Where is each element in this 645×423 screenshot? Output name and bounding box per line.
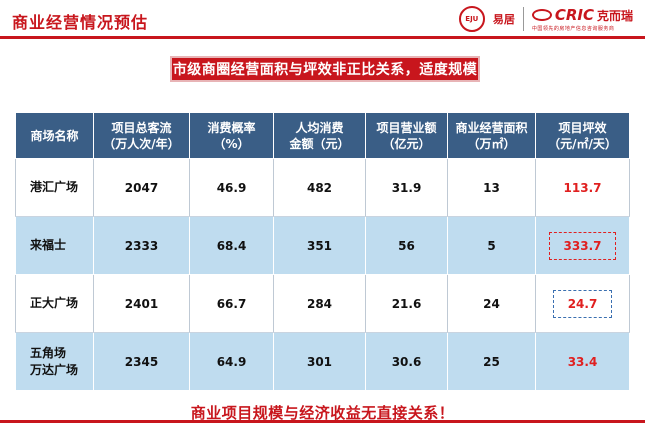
column-header: 项目营业额 （亿元） bbox=[365, 112, 448, 159]
mall-name-line: 港汇广场 bbox=[30, 180, 79, 194]
column-header-line: （万㎡） bbox=[467, 136, 516, 151]
table-row: 正大广场 2401 66.7 284 21.6 24 24.7 bbox=[15, 274, 630, 333]
subtitle-banner: 市级商圈经营面积与坪效非正比关系，适度规模 bbox=[170, 56, 480, 82]
column-header-line: 项目营业额 bbox=[376, 120, 437, 135]
cric-ring-icon bbox=[531, 9, 552, 21]
revenue-cell: 31.9 bbox=[365, 158, 448, 217]
column-header: 项目坪效 （元/㎡/天） bbox=[535, 112, 630, 159]
revenue-cell: 21.6 bbox=[365, 274, 448, 333]
spend-cell: 482 bbox=[273, 158, 366, 217]
mall-name-line: 来福士 bbox=[30, 238, 67, 252]
column-header: 商场名称 bbox=[15, 112, 94, 159]
column-header-line: 人均消费 bbox=[295, 120, 344, 135]
efficiency-cell: 33.4 bbox=[535, 332, 630, 391]
header-divider bbox=[0, 36, 645, 39]
spend-cell: 351 bbox=[273, 216, 366, 275]
highlight-box: 333.7 bbox=[548, 231, 617, 260]
column-header-line: （元/㎡/天） bbox=[548, 136, 617, 151]
column-header-line: （亿元） bbox=[382, 136, 431, 151]
column-header: 商业经营面积 （万㎡） bbox=[447, 112, 536, 159]
cric-chinese-name: 克而瑞 bbox=[596, 8, 633, 23]
table-row: 港汇广场 2047 46.9 482 31.9 13 113.7 bbox=[15, 158, 630, 217]
efficiency-cell: 333.7 bbox=[535, 216, 630, 275]
footer-divider bbox=[0, 420, 645, 423]
table-row: 来福士 2333 68.4 351 56 5 333.7 bbox=[15, 216, 630, 275]
conclusion-text: 商业项目规模与经济收益无直接关系！ bbox=[190, 404, 455, 422]
column-header: 人均消费 金额（元） bbox=[273, 112, 366, 159]
area-cell: 25 bbox=[447, 332, 536, 391]
column-header: 项目总客流 （万人次/年） bbox=[93, 112, 190, 159]
cric-logo: CRIC 克而瑞 中国领先的房地产信息咨询服务商 bbox=[531, 6, 633, 32]
column-header: 消费概率 （%） bbox=[189, 112, 274, 159]
efficiency-cell: 113.7 bbox=[535, 158, 630, 217]
mall-name-line: 万达广场 bbox=[30, 362, 79, 377]
flow-cell: 2401 bbox=[93, 274, 190, 333]
mall-name-line: 五角场 bbox=[30, 345, 67, 360]
brand-logos: EJU 易居 CRIC 克而瑞 中国领先的房地产信息咨询服务商 bbox=[458, 6, 633, 32]
mall-name-cell: 港汇广场 bbox=[15, 158, 94, 217]
mall-name-cell: 来福士 bbox=[15, 216, 94, 275]
mall-name-line: 正大广场 bbox=[30, 296, 79, 310]
cric-tagline: 中国领先的房地产信息咨询服务商 bbox=[531, 26, 615, 32]
column-header-line: 项目总客流 bbox=[111, 120, 172, 135]
table-body: 港汇广场 2047 46.9 482 31.9 13 113.7 来福士 2333 68.4 351… bbox=[15, 158, 630, 391]
area-cell: 5 bbox=[447, 216, 536, 275]
eju-logo: EJU bbox=[458, 6, 485, 32]
column-header-line: 项目坪效 bbox=[558, 120, 607, 135]
column-header-line: 商场名称 bbox=[30, 128, 79, 143]
column-header-line: （%） bbox=[213, 136, 250, 151]
eju-name: 易居 bbox=[492, 13, 515, 26]
prob-cell: 68.4 bbox=[189, 216, 274, 275]
area-cell: 13 bbox=[447, 158, 536, 217]
highlight-box: 24.7 bbox=[552, 289, 613, 318]
logo-divider bbox=[522, 7, 524, 31]
revenue-cell: 30.6 bbox=[365, 332, 448, 391]
spend-cell: 301 bbox=[273, 332, 366, 391]
mall-name-cell: 正大广场 bbox=[15, 274, 94, 333]
mall-name-cell: 五角场 万达广场 bbox=[15, 332, 94, 391]
column-header-line: 消费概率 bbox=[207, 120, 256, 135]
area-cell: 24 bbox=[447, 274, 536, 333]
efficiency-cell: 24.7 bbox=[535, 274, 630, 333]
flow-cell: 2333 bbox=[93, 216, 190, 275]
column-header-line: 商业经营面积 bbox=[455, 120, 528, 135]
flow-cell: 2047 bbox=[93, 158, 190, 217]
prob-cell: 64.9 bbox=[189, 332, 274, 391]
page-title: 商业经营情况预估 bbox=[12, 13, 149, 32]
table-row: 五角场 万达广场 2345 64.9 301 30.6 25 33.4 bbox=[15, 332, 630, 391]
prob-cell: 66.7 bbox=[189, 274, 274, 333]
cric-word: CRIC bbox=[554, 6, 594, 24]
column-header-line: （万人次/年） bbox=[103, 136, 180, 151]
table-header-row: 商场名称 项目总客流 （万人次/年） 消费概率 （%） 人均消费 金额（元） 项目营业额 （亿元… bbox=[15, 112, 630, 159]
flow-cell: 2345 bbox=[93, 332, 190, 391]
spend-cell: 284 bbox=[273, 274, 366, 333]
revenue-cell: 56 bbox=[365, 216, 448, 275]
column-header-line: 金额（元） bbox=[289, 136, 350, 151]
mall-comparison-table: 商场名称 项目总客流 （万人次/年） 消费概率 （%） 人均消费 金额（元） 项目营业额 （亿元… bbox=[15, 112, 630, 391]
prob-cell: 46.9 bbox=[189, 158, 274, 217]
